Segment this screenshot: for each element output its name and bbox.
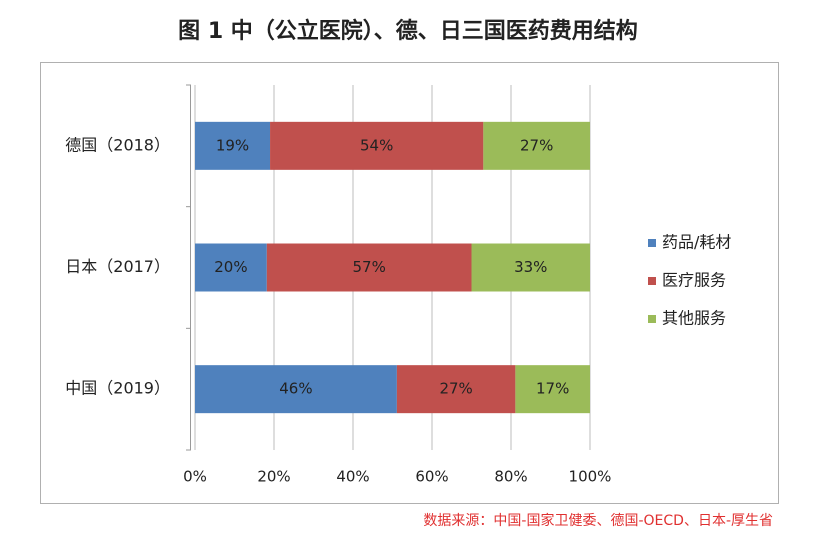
y-tick-label: 日本（2017） <box>65 257 170 276</box>
data-label: 27% <box>520 136 553 154</box>
legend-label: 其他服务 <box>662 309 726 328</box>
bar <box>396 365 516 414</box>
x-tick-label: 20% <box>257 468 290 486</box>
y-tick-label: 中国（2019） <box>65 379 170 398</box>
chart-title: 图 1 中（公立医院）、德、日三国医药费用结构 <box>178 18 638 44</box>
bar <box>483 121 590 170</box>
bar <box>266 243 472 292</box>
data-label: 57% <box>352 258 385 276</box>
legend-swatch <box>648 315 656 323</box>
legend-swatch <box>648 239 656 247</box>
x-tick-label: 100% <box>569 468 612 486</box>
x-tick-label: 0% <box>183 468 207 486</box>
bar <box>270 121 484 170</box>
bar <box>471 243 590 292</box>
x-tick-label: 40% <box>336 468 369 486</box>
data-label: 20% <box>214 258 247 276</box>
y-tick-label: 德国（2018） <box>65 135 170 154</box>
data-label: 33% <box>514 258 547 276</box>
source-note: 数据来源：中国-国家卫健委、德国-OECD、日本-厚生省 <box>423 512 773 529</box>
bar <box>515 365 590 414</box>
data-label: 46% <box>279 380 312 398</box>
data-label: 54% <box>360 136 393 154</box>
bar <box>195 243 267 292</box>
bar <box>195 121 271 170</box>
bar <box>195 365 397 414</box>
data-label: 27% <box>439 380 472 398</box>
data-label: 19% <box>216 136 249 154</box>
legend-label: 药品/耗材 <box>662 233 731 252</box>
chart-frame <box>40 62 779 504</box>
legend-swatch <box>648 277 656 285</box>
x-tick-label: 80% <box>494 468 527 486</box>
data-label: 17% <box>536 380 569 398</box>
legend-label: 医疗服务 <box>662 271 726 290</box>
x-tick-label: 60% <box>415 468 448 486</box>
